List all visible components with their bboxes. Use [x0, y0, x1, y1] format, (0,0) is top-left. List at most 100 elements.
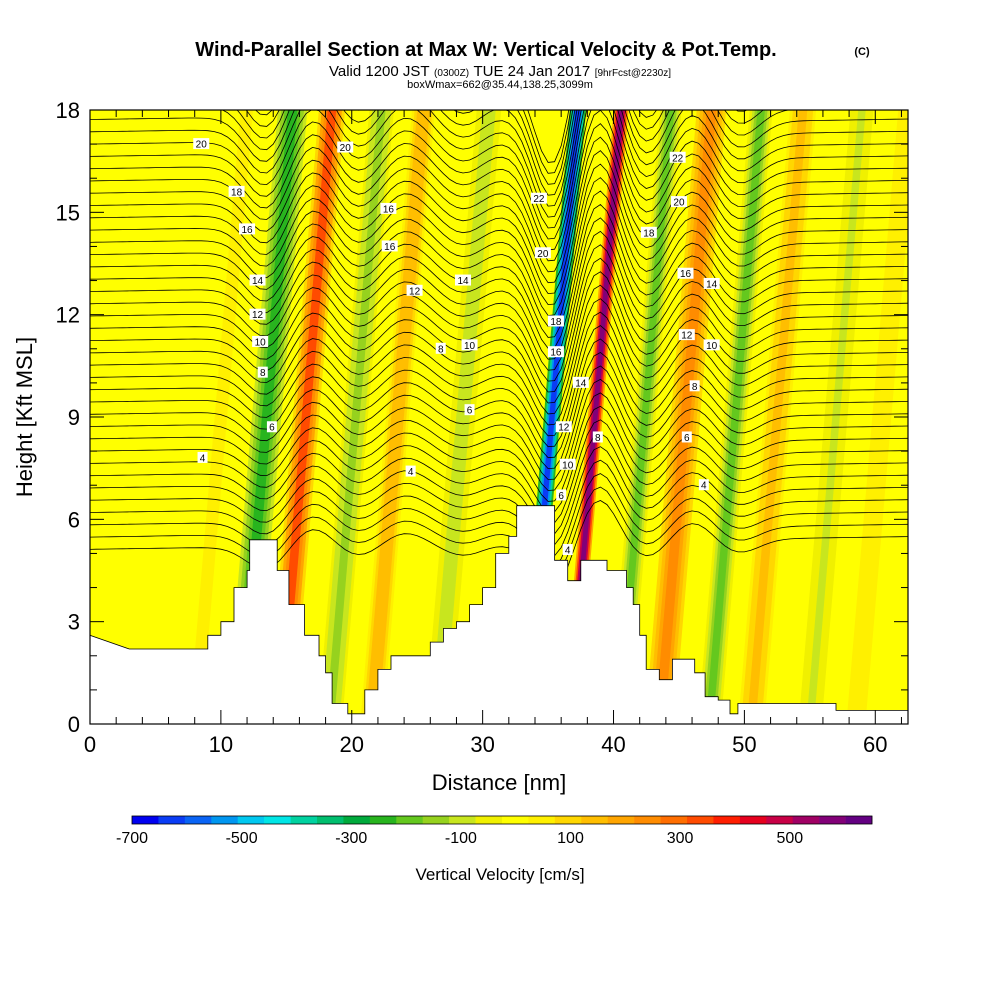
svg-text:12: 12 — [681, 331, 693, 342]
colorbar-tick-label: -100 — [445, 830, 477, 847]
axis-ticks — [89, 109, 908, 725]
svg-text:22: 22 — [672, 153, 684, 164]
svg-text:16: 16 — [550, 348, 562, 359]
colorbar-swatch — [845, 816, 873, 824]
contour-label: 18 — [228, 185, 245, 198]
y-tick-label: 15 — [56, 200, 80, 225]
contour-label: 6 — [266, 421, 277, 434]
terrain — [90, 505, 908, 724]
theta-contour-line — [90, 271, 908, 404]
contour-label: 10 — [559, 458, 576, 471]
y-tick-labels: 0 3 6 9 12 15 18 — [56, 98, 80, 737]
x-tick-label: 40 — [601, 732, 625, 757]
contour-label: 18 — [640, 226, 657, 239]
velocity-band — [325, 110, 386, 724]
contour-label: 12 — [555, 421, 572, 434]
contour-label: 8 — [689, 380, 700, 393]
svg-text:14: 14 — [457, 276, 469, 287]
contour-label: 6 — [556, 489, 567, 502]
valid-utc: (0300Z) — [434, 68, 469, 79]
svg-text:22: 22 — [533, 194, 545, 205]
theta-contour-line — [90, 405, 908, 513]
svg-text:8: 8 — [438, 344, 444, 355]
velocity-band — [615, 110, 675, 724]
x-tick-label: 20 — [340, 732, 364, 757]
svg-text:6: 6 — [558, 491, 564, 502]
svg-text:12: 12 — [409, 286, 421, 297]
svg-text:18: 18 — [550, 317, 562, 328]
svg-text:20: 20 — [340, 143, 352, 154]
svg-text:8: 8 — [692, 382, 698, 393]
contour-label: 20 — [670, 196, 687, 209]
colorbar-title: Vertical Velocity [cm/s] — [415, 865, 584, 884]
svg-text:8: 8 — [260, 368, 266, 379]
colorbar-swatch — [317, 816, 344, 824]
colorbar-swatch — [449, 816, 476, 824]
colorbar-swatch — [369, 816, 397, 824]
svg-text:16: 16 — [383, 204, 395, 215]
svg-text:18: 18 — [643, 228, 655, 239]
contour-label: 16 — [677, 267, 694, 280]
colorbar-outline — [131, 815, 873, 825]
svg-text:6: 6 — [269, 423, 275, 434]
velocity-band — [90, 110, 141, 714]
colorbar-swatch — [502, 816, 529, 824]
contour-label: 16 — [380, 202, 397, 215]
velocity-band — [188, 110, 253, 724]
contour-label: 18 — [547, 315, 564, 328]
x-tick-label: 50 — [732, 732, 756, 757]
colorbar-swatch — [132, 816, 159, 824]
svg-text:6: 6 — [684, 433, 690, 444]
theta-contour-line — [90, 352, 908, 470]
contour-label: 16 — [239, 223, 256, 236]
theta-contour-line — [90, 446, 908, 546]
colorbar-swatch — [739, 816, 767, 824]
svg-text:10: 10 — [706, 341, 718, 352]
velocity-band — [367, 110, 428, 724]
velocity-band — [654, 110, 717, 724]
contour-label: 6 — [464, 404, 475, 417]
chart-title: Wind-Parallel Section at Max W: Vertical… — [195, 39, 776, 61]
velocity-band — [275, 110, 337, 724]
colorbar-swatch — [713, 816, 741, 824]
contour-label: 20 — [193, 138, 210, 151]
colorbar-labels: -700 -500 -300 -100 100 300 500 — [116, 830, 803, 847]
svg-text:14: 14 — [575, 378, 587, 389]
contour-label: 14 — [572, 376, 589, 389]
contour-label: 14 — [455, 274, 472, 287]
colorbar-swatch — [290, 816, 318, 824]
svg-text:10: 10 — [562, 460, 574, 471]
theta-contour-line — [90, 203, 908, 349]
y-tick-label: 18 — [56, 98, 80, 123]
svg-text:14: 14 — [706, 279, 718, 290]
svg-text:18: 18 — [231, 187, 243, 198]
contour-label: 4 — [698, 479, 709, 492]
x-tick-label: 10 — [209, 732, 233, 757]
theta-contour-line — [221, 110, 764, 196]
svg-text:4: 4 — [200, 453, 206, 464]
contour-label: 16 — [547, 346, 564, 359]
x-tick-label: 60 — [863, 732, 887, 757]
x-tick-labels: 0 10 20 30 40 50 60 — [84, 732, 888, 757]
valid-time: Valid 1200 JST — [329, 63, 430, 80]
svg-text:12: 12 — [252, 310, 264, 321]
svg-text:8: 8 — [595, 433, 601, 444]
theta-contour-line — [90, 110, 908, 240]
colorbar-swatch — [607, 816, 635, 824]
theta-contour-line — [90, 486, 908, 579]
velocity-band — [851, 110, 908, 724]
colorbar-tick-label: -500 — [226, 830, 258, 847]
theta-contour-line — [90, 136, 908, 295]
colorbar-tick-label: 100 — [557, 830, 584, 847]
contour-labels: 20 20 18 16 16 16 14 14 12 12 10 8 8 10 6 6 4 4 22 20 18 16 14… — [193, 138, 720, 557]
colorbar-tick-label: -300 — [335, 830, 367, 847]
colorbar-tick-label: 500 — [776, 830, 803, 847]
theta-contour-line — [90, 110, 908, 229]
theta-contour-line — [90, 378, 908, 491]
theta-contour-line — [90, 459, 908, 557]
colorbar-swatch — [554, 816, 582, 824]
contour-label: 22 — [530, 192, 547, 205]
contour-label: 22 — [669, 151, 686, 164]
y-axis-label: Height [Kft MSL] — [12, 337, 37, 497]
svg-text:4: 4 — [701, 481, 707, 492]
